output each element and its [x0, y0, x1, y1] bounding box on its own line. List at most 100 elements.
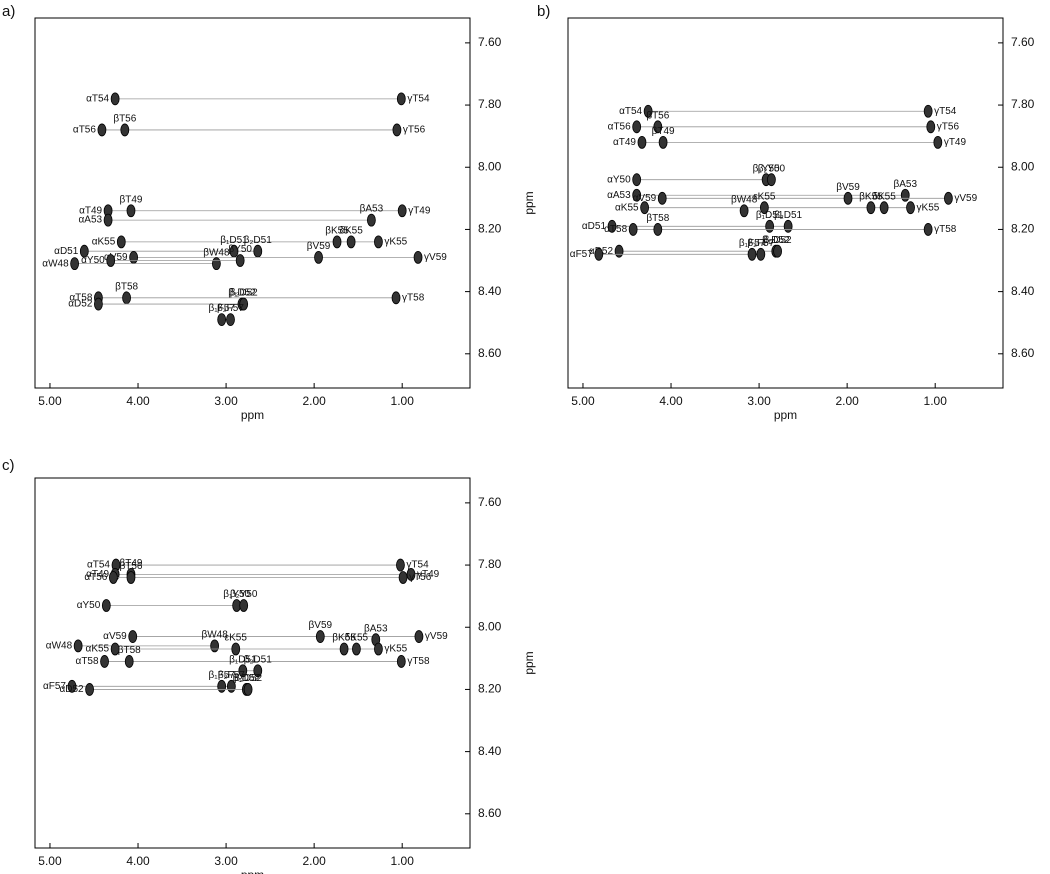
- peak: [628, 223, 638, 236]
- peak-label: αD51: [582, 221, 607, 232]
- y-tick-label: 7.80: [478, 97, 502, 111]
- peak: [366, 213, 376, 227]
- x-tick-label: 2.00: [302, 394, 326, 408]
- x-axis-label: ppm: [774, 408, 797, 422]
- peak: [637, 135, 647, 149]
- x-tick-label: 3.00: [214, 854, 238, 868]
- peak-label: γT49: [417, 569, 440, 580]
- peak-label: βT56: [119, 561, 142, 572]
- peak: [398, 571, 408, 584]
- peak: [944, 191, 953, 205]
- peak-label: βY50: [228, 244, 252, 255]
- peak: [632, 120, 642, 134]
- y-tick-label: 7.60: [478, 495, 502, 509]
- peak: [414, 630, 424, 643]
- peak: [126, 204, 136, 218]
- peak: [94, 297, 103, 311]
- y-tick-label: 7.80: [1011, 97, 1035, 111]
- peak: [767, 173, 776, 187]
- peak-label: β₂F57: [217, 303, 244, 314]
- x-tick-label: 3.00: [214, 394, 238, 408]
- peak: [396, 92, 406, 106]
- peak-label: βT49: [652, 126, 675, 137]
- peak: [397, 204, 407, 218]
- peak-label: αT58: [76, 656, 99, 667]
- peak-label: γV59: [425, 631, 448, 642]
- peak: [85, 683, 94, 696]
- peak-label: β₂D51: [774, 210, 802, 221]
- y-tick-label: 7.60: [1011, 35, 1035, 49]
- peak-label: αY50: [607, 174, 631, 185]
- peak: [926, 120, 936, 134]
- peak-label: αT56: [608, 121, 631, 132]
- peak: [239, 599, 249, 612]
- peak: [235, 254, 245, 267]
- y-tick-label: 8.40: [478, 744, 502, 758]
- peak: [614, 244, 624, 258]
- peak: [632, 188, 642, 202]
- y-tick-label: 7.80: [478, 557, 502, 571]
- peak-label: αV59: [104, 252, 128, 263]
- peak: [346, 235, 356, 249]
- peak: [315, 630, 325, 643]
- peak-label: δK55: [872, 191, 896, 202]
- peak: [759, 201, 769, 215]
- peak-label: βV59: [309, 620, 333, 631]
- peak-label: βK55: [859, 191, 883, 202]
- peak: [657, 191, 667, 205]
- peak: [67, 679, 77, 693]
- peak-label: β₂D52: [764, 235, 792, 246]
- peak-label: αT49: [613, 137, 636, 148]
- peak-label: γT49: [408, 205, 431, 216]
- panel-label: a): [2, 3, 15, 20]
- peak-label: β₁D51: [220, 235, 248, 246]
- peak: [73, 639, 83, 653]
- peak: [231, 642, 241, 656]
- y-axis-label: ppm: [522, 191, 536, 214]
- y-tick-label: 8.40: [478, 284, 502, 298]
- x-tick-label: 4.00: [126, 394, 150, 408]
- peak-label: βT49: [119, 194, 142, 205]
- peak-label: γT56: [937, 121, 960, 132]
- peak: [653, 223, 663, 236]
- peak-label: β₁F57: [739, 238, 766, 249]
- peak: [879, 201, 889, 215]
- y-tick-label: 7.60: [478, 35, 502, 49]
- peak-label: γT58: [934, 224, 957, 235]
- peak-label: εK55: [225, 633, 248, 644]
- peak-label: αT54: [87, 560, 110, 571]
- x-tick-label: 5.00: [38, 394, 62, 408]
- peak: [607, 219, 617, 233]
- peak: [900, 188, 910, 202]
- peak-label: βK55: [325, 226, 349, 237]
- peak: [406, 567, 416, 581]
- peak: [632, 173, 642, 187]
- peak: [756, 247, 766, 261]
- x-tick-label: 4.00: [659, 394, 683, 408]
- peak: [106, 254, 116, 267]
- peak: [396, 558, 405, 572]
- x-axis-label: ppm: [241, 408, 264, 422]
- peak: [217, 313, 227, 326]
- peak-label: αT54: [86, 93, 109, 104]
- peak: [126, 571, 136, 584]
- peak-label: αW48: [46, 641, 73, 652]
- peak-label: δK55: [345, 633, 369, 644]
- peak: [653, 120, 663, 134]
- peak-label: β₂D52: [234, 673, 262, 684]
- peak-label: β₁D51: [229, 654, 257, 665]
- peak-label: γK55: [384, 644, 407, 655]
- peak: [352, 642, 361, 656]
- peak-label: αF57: [570, 249, 593, 260]
- peak-label: αA53: [79, 215, 103, 226]
- peak: [103, 213, 113, 227]
- peak-label: γT54: [934, 106, 957, 117]
- peak: [253, 664, 263, 678]
- peak-label: γT56: [403, 125, 426, 136]
- peak-label: γT56: [409, 572, 432, 583]
- peak-label: αD52: [59, 684, 84, 695]
- peak-label: βV59: [836, 182, 860, 193]
- peak-label: β₂F57: [747, 238, 774, 249]
- peak-label: βT49: [119, 558, 142, 569]
